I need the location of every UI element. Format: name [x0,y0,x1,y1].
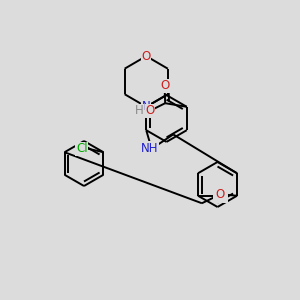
Text: NH: NH [140,142,158,155]
Text: O: O [216,188,225,201]
Text: O: O [142,50,151,63]
Text: N: N [142,100,151,113]
Text: Cl: Cl [76,142,88,155]
Text: O: O [146,104,155,117]
Text: H: H [134,104,143,117]
Text: O: O [160,79,169,92]
Text: Br: Br [214,189,227,202]
